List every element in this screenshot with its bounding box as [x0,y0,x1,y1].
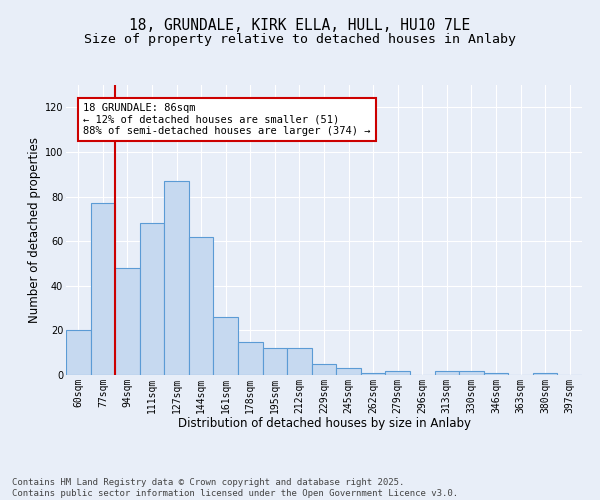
Text: 18 GRUNDALE: 86sqm
← 12% of detached houses are smaller (51)
88% of semi-detache: 18 GRUNDALE: 86sqm ← 12% of detached hou… [83,103,371,136]
Bar [238,342,263,375]
Bar [312,364,336,375]
Bar [214,317,238,375]
Y-axis label: Number of detached properties: Number of detached properties [28,137,41,323]
Bar [336,368,361,375]
Bar [189,236,214,375]
Bar [533,373,557,375]
X-axis label: Distribution of detached houses by size in Anlaby: Distribution of detached houses by size … [178,417,470,430]
Text: Contains HM Land Registry data © Crown copyright and database right 2025.
Contai: Contains HM Land Registry data © Crown c… [12,478,458,498]
Bar [484,373,508,375]
Bar [164,181,189,375]
Text: 18, GRUNDALE, KIRK ELLA, HULL, HU10 7LE: 18, GRUNDALE, KIRK ELLA, HULL, HU10 7LE [130,18,470,32]
Bar [434,370,459,375]
Bar [287,348,312,375]
Bar [66,330,91,375]
Bar [361,373,385,375]
Bar [91,203,115,375]
Bar [140,224,164,375]
Bar [263,348,287,375]
Bar [459,370,484,375]
Bar [385,370,410,375]
Text: Size of property relative to detached houses in Anlaby: Size of property relative to detached ho… [84,32,516,46]
Bar [115,268,140,375]
